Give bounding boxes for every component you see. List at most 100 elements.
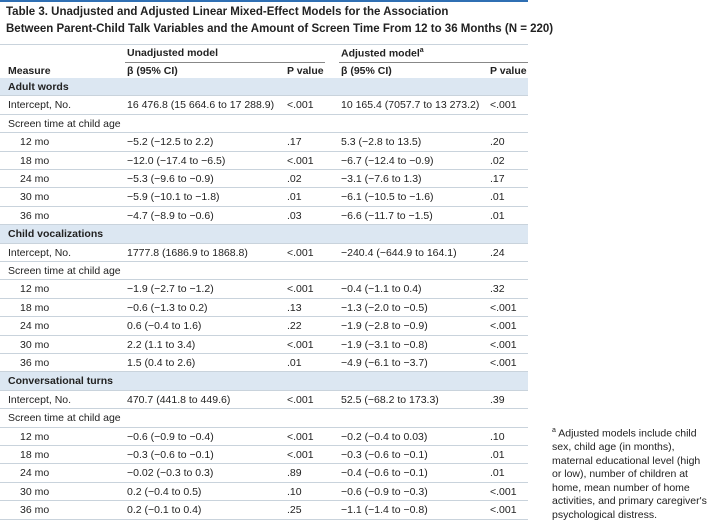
cell: 30 mo [20, 485, 50, 498]
footnote: a Adjusted models include child sex, chi… [552, 424, 712, 521]
cell: <.001 [287, 283, 314, 296]
cell: .25 [287, 504, 302, 517]
cell: 470.7 (441.8 to 449.6) [127, 393, 231, 406]
cell: −0.4 (−0.6 to −0.1) [341, 467, 428, 480]
group-rule [339, 62, 528, 63]
cell: 0.6 (−0.4 to 1.6) [127, 320, 202, 333]
cell: <.001 [287, 338, 314, 351]
cell: 16 476.8 (15 664.6 to 17 288.9) [127, 99, 275, 112]
cell: −1.9 (−3.1 to −0.8) [341, 338, 428, 351]
cell: .10 [490, 430, 505, 443]
cell: 1.5 (0.4 to 2.6) [127, 357, 196, 369]
cell: −0.3 (−0.6 to −0.1) [341, 449, 428, 461]
column-header: P value [490, 65, 527, 77]
cell: .01 [287, 191, 302, 204]
row-rule [0, 445, 528, 446]
cell: .39 [490, 393, 505, 406]
title-line: Table 3. Unadjusted and Adjusted Linear … [6, 6, 449, 18]
cell: 36 mo [20, 209, 50, 222]
cell: <.001 [490, 301, 517, 314]
rule [0, 44, 528, 45]
cell: <.001 [490, 485, 517, 498]
cell: .32 [490, 283, 505, 296]
cell: −0.4 (−1.1 to 0.4) [341, 283, 422, 296]
cell: <.001 [287, 246, 314, 259]
row-rule [0, 408, 528, 410]
cell: .01 [490, 209, 505, 222]
cell: .02 [287, 173, 302, 185]
row-rule [0, 205, 528, 207]
cell: <.001 [287, 430, 314, 443]
cell: −3.1 (−7.6 to 1.3) [341, 173, 422, 185]
footnote-mark: a [552, 427, 556, 434]
cell: 36 mo [20, 357, 50, 369]
cell: .01 [490, 449, 505, 461]
row-rule [0, 132, 528, 134]
cell: −6.1 (−10.5 to −1.6) [341, 191, 434, 204]
cell: 5.3 (−2.8 to 13.5) [341, 136, 422, 149]
row-rule [0, 426, 528, 428]
section-title: Conversational turns [8, 375, 114, 388]
cell: 12 mo [20, 430, 50, 443]
row-rule [0, 113, 528, 115]
cell: .24 [490, 246, 505, 259]
cell: 24 mo [20, 467, 50, 480]
cell: −0.2 (−0.4 to 0.03) [341, 430, 428, 443]
row-rule [0, 481, 528, 483]
cell: .20 [490, 136, 505, 149]
cell: −4.9 (−6.1 to −3.7) [341, 357, 428, 369]
cell: .17 [490, 173, 505, 185]
section-title: Child vocalizations [8, 228, 104, 241]
cell: 18 mo [20, 449, 50, 461]
cell: <.001 [287, 393, 314, 406]
row-rule [0, 500, 528, 502]
cell: <.001 [490, 357, 517, 369]
cell: Intercept, No. [8, 99, 72, 112]
cell: −12.0 (−17.4 to −6.5) [127, 154, 226, 167]
column-header: P value [287, 65, 324, 77]
column-header: β (95% CI) [127, 65, 178, 77]
cell: 18 mo [20, 154, 50, 167]
cell: <.001 [287, 154, 314, 167]
cell: −0.3 (−0.6 to −0.1) [127, 449, 214, 461]
cell: <.001 [287, 449, 314, 461]
row-rule [0, 95, 528, 97]
cell: 36 mo [20, 504, 50, 517]
cell: 12 mo [20, 136, 50, 149]
cell: .13 [287, 301, 302, 314]
cell: −0.02 (−0.3 to 0.3) [127, 467, 214, 480]
row-rule [0, 297, 528, 299]
cell: 24 mo [20, 320, 50, 333]
cell: 10 165.4 (7057.7 to 13 273.2) [341, 99, 480, 112]
cell: Intercept, No. [8, 246, 72, 259]
cell: .03 [287, 209, 302, 222]
cell: 2.2 (1.1 to 3.4) [127, 338, 196, 351]
cell: −1.1 (−1.4 to −0.8) [341, 504, 428, 517]
top-rule [0, 0, 528, 2]
cell: 52.5 (−68.2 to 173.3) [341, 393, 439, 406]
row-rule [0, 261, 528, 262]
row-rule [0, 353, 528, 354]
row-rule [0, 518, 528, 520]
footnote-text: Adjusted models include child sex, child… [552, 427, 707, 521]
cell: .17 [287, 136, 302, 149]
cell: .89 [287, 467, 302, 480]
cell: −5.9 (−10.1 to −1.8) [127, 191, 220, 204]
cell: .01 [490, 191, 505, 204]
cell: <.001 [490, 504, 517, 517]
cell: −1.9 (−2.8 to −0.9) [341, 320, 428, 333]
cell: −5.3 (−9.6 to −0.9) [127, 173, 214, 185]
column-header: Measure [8, 65, 51, 77]
cell: .10 [287, 485, 302, 498]
cell: −4.7 (−8.9 to −0.6) [127, 209, 214, 222]
cell: Screen time at child age [8, 117, 121, 130]
cell: 18 mo [20, 301, 50, 314]
cell: 30 mo [20, 191, 50, 204]
cell: .02 [490, 154, 505, 167]
section-band [0, 225, 528, 244]
row-rule [0, 371, 528, 373]
cell: Screen time at child age [8, 265, 121, 277]
row-rule [0, 242, 528, 244]
cell: 0.2 (−0.1 to 0.4) [127, 504, 202, 517]
